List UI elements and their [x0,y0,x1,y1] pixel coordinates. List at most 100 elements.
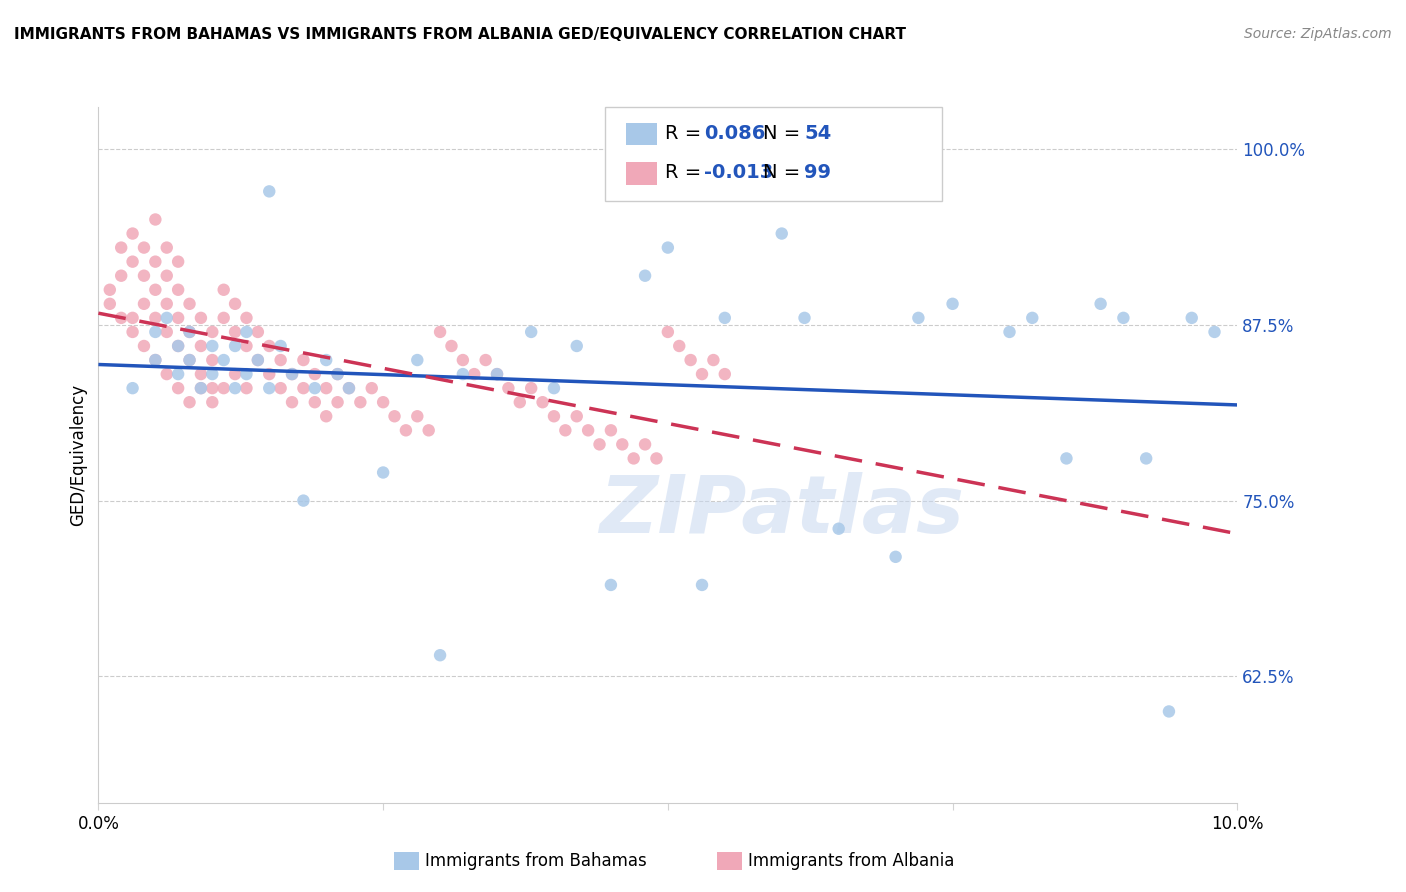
Point [212,310,235,325]
Point [132,241,155,255]
Point [418,423,440,437]
Point [212,283,235,297]
Point [167,339,190,353]
Point [235,325,257,339]
Point [1135,451,1157,466]
Point [98,297,121,311]
Point [520,325,543,339]
Point [634,268,657,283]
Point [281,395,304,409]
Point [565,339,588,353]
Point [270,339,292,353]
Point [360,381,382,395]
Point [235,339,257,353]
Point [828,522,851,536]
Point [156,325,179,339]
Point [565,409,588,424]
Point [224,381,246,395]
Point [679,353,702,368]
Point [612,437,634,451]
Point [235,381,257,395]
Point [156,367,179,381]
Point [474,353,496,368]
Point [315,381,337,395]
Point [463,367,485,381]
Point [145,353,167,368]
Point [235,367,257,381]
Text: N =: N = [763,124,807,144]
Point [190,367,212,381]
Point [292,353,315,368]
Point [132,339,155,353]
Point [349,395,371,409]
Point [167,367,190,381]
Point [110,241,132,255]
Point [304,367,326,381]
Point [326,395,349,409]
Point [190,381,212,395]
Point [714,367,737,381]
Point [121,381,143,395]
Text: N =: N = [763,162,807,182]
Text: Source: ZipAtlas.com: Source: ZipAtlas.com [1244,27,1392,41]
Point [201,339,224,353]
Point [326,367,349,381]
Point [259,185,281,199]
Point [121,254,143,268]
Point [179,325,201,339]
Point [156,241,179,255]
Point [714,310,737,325]
Point [259,339,281,353]
Point [156,297,179,311]
Point [246,325,269,339]
Point [429,325,451,339]
Point [998,325,1021,339]
Point [212,353,235,368]
Point [281,367,304,381]
Point [702,353,724,368]
Point [337,381,360,395]
Point [167,310,190,325]
Point [884,549,907,564]
Point [509,395,531,409]
Point [907,310,929,325]
Point [179,353,201,368]
Point [212,381,235,395]
Point [145,325,167,339]
Point [634,437,657,451]
Point [588,437,610,451]
Point [190,381,212,395]
Point [623,451,645,466]
Point [156,310,179,325]
Point [246,353,269,368]
Point [486,367,509,381]
Point [121,227,143,241]
Point [486,367,509,381]
Text: R =: R = [665,162,707,182]
Point [167,254,190,268]
Point [246,353,269,368]
Text: R =: R = [665,124,707,144]
Point [98,283,121,297]
Point [121,325,143,339]
Point [224,339,246,353]
Text: 0.086: 0.086 [704,124,766,144]
Point [531,395,554,409]
Point [179,325,201,339]
Point [406,409,429,424]
Point [145,310,167,325]
Text: 54: 54 [804,124,831,144]
Point [167,339,190,353]
Point [190,339,212,353]
Point [110,310,132,325]
Point [1112,310,1135,325]
Point [395,423,418,437]
Point [657,241,679,255]
Point [1090,297,1112,311]
Point [259,367,281,381]
Point [132,297,155,311]
Point [304,381,326,395]
Point [429,648,451,663]
Point [235,310,257,325]
Point [201,353,224,368]
